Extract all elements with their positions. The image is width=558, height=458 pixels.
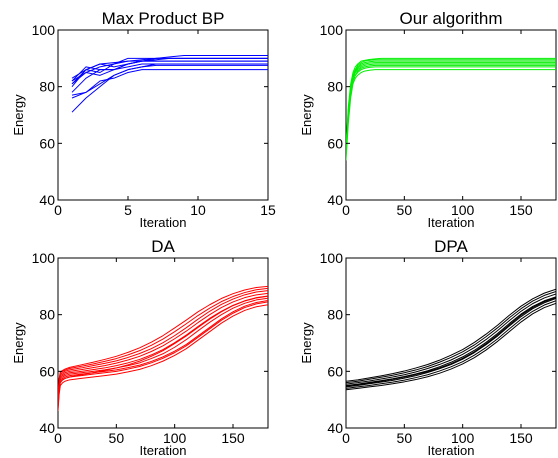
da-panel: 0 50 100 150 40 60 80 100 DA Iteration Energy — [11, 237, 269, 458]
da-series-line-7 — [58, 290, 268, 400]
max-product-bp-title: Max Product BP — [102, 9, 225, 28]
da-series-line-3 — [58, 300, 268, 406]
our-algorithm-x-axis-label: Iteration — [428, 215, 475, 230]
our-algorithm-x-tick-label: 150 — [509, 202, 533, 218]
dpa-y-tick-label: 40 — [327, 420, 343, 436]
max-product-bp-x-axis-label: Iteration — [140, 215, 187, 230]
dpa-series-line-1 — [346, 302, 556, 391]
max-product-bp-series-line-2 — [71, 69, 268, 96]
max-product-bp-x-tick-label: 0 — [54, 202, 62, 218]
our-algorithm-series-group — [346, 57, 556, 161]
max-product-bp-x-tick-label: 15 — [260, 202, 276, 218]
our-algorithm-series-line-6 — [346, 64, 556, 155]
dpa-series-line-8 — [346, 297, 556, 387]
max-product-bp-x-tick-label: 5 — [124, 202, 132, 218]
da-series-line-9 — [58, 285, 268, 397]
da-y-axis-label: Energy — [11, 322, 26, 364]
our-algorithm-x-tick-label: 50 — [397, 202, 413, 218]
max-product-bp-y-axis-label: Energy — [11, 94, 26, 136]
da-x-axis-label: Iteration — [140, 443, 187, 458]
da-series-line-4 — [58, 297, 268, 406]
da-y-tick-label: 40 — [39, 420, 55, 436]
our-algorithm-series-line-1 — [346, 69, 556, 161]
dpa-x-axis-label: Iteration — [428, 443, 475, 458]
max-product-bp-series-line-8 — [71, 63, 268, 99]
our-algorithm-y-axis-label: Energy — [299, 94, 314, 136]
da-series-line-8 — [58, 287, 268, 400]
our-algorithm-y-tick-label: 40 — [327, 192, 343, 208]
dpa-y-tick-label: 80 — [327, 307, 343, 323]
dpa-series-line-3 — [346, 298, 556, 388]
da-series-line-10 — [58, 295, 268, 406]
max-product-bp-y-tick-label: 80 — [39, 79, 55, 95]
max-product-bp-series-line-9 — [71, 57, 268, 85]
da-y-tick-label: 80 — [39, 307, 55, 323]
dpa-series-line-2 — [346, 300, 556, 389]
max-product-bp-series-line-6 — [71, 60, 268, 82]
dpa-x-tick-label: 100 — [451, 430, 475, 446]
da-series-line-1 — [58, 304, 268, 412]
dpa-series-line-5 — [346, 293, 556, 385]
our-algorithm-x-tick-label: 100 — [451, 202, 475, 218]
dpa-series-line-6 — [346, 290, 556, 384]
dpa-y-tick-label: 100 — [320, 250, 344, 266]
max-product-bp-series-line-10 — [71, 55, 268, 79]
da-series-group — [58, 285, 268, 412]
da-series-line-6 — [58, 292, 268, 403]
dpa-panel: 0 50 100 150 40 60 80 100 DPA Iteration Energy — [299, 237, 557, 458]
da-title: DA — [151, 237, 175, 256]
max-product-bp-x-tick-label: 10 — [190, 202, 206, 218]
dpa-x-tick-label: 50 — [397, 430, 413, 446]
dpa-series-line-4 — [346, 296, 556, 386]
our-algorithm-x-tick-label: 0 — [342, 202, 350, 218]
da-x-tick-label: 100 — [163, 430, 187, 446]
max-product-bp-y-tick-label: 40 — [39, 192, 55, 208]
da-x-tick-label: 0 — [54, 430, 62, 446]
da-x-tick-label: 50 — [109, 430, 125, 446]
max-product-bp-panel: 0 5 10 15 40 60 80 100 Max Product BP Iteration En… — [11, 9, 276, 230]
our-algorithm-axes-frame — [345, 29, 557, 201]
dpa-series-group — [346, 288, 556, 391]
dpa-title: DPA — [434, 237, 468, 256]
dpa-x-tick-label: 150 — [509, 430, 533, 446]
dpa-series-line-7 — [346, 288, 556, 382]
our-algorithm-y-tick-label: 100 — [320, 22, 344, 38]
dpa-y-tick-label: 60 — [327, 363, 343, 379]
da-y-tick-label: 60 — [39, 363, 55, 379]
max-product-bp-y-tick-label: 60 — [39, 135, 55, 151]
da-y-tick-label: 100 — [32, 250, 56, 266]
dpa-y-axis-label: Energy — [299, 322, 314, 364]
our-algorithm-series-line-5 — [346, 57, 556, 147]
our-algorithm-y-tick-label: 60 — [327, 135, 343, 151]
max-product-bp-series-line-1 — [71, 64, 268, 113]
da-x-tick-label: 150 — [221, 430, 245, 446]
our-algorithm-panel: 0 50 100 150 40 60 80 100 Our algorithm Iteration… — [299, 9, 557, 230]
our-algorithm-series-line-8 — [346, 62, 556, 152]
our-algorithm-y-tick-label: 80 — [327, 79, 343, 95]
max-product-bp-y-tick-label: 100 — [32, 22, 56, 38]
our-algorithm-title: Our algorithm — [400, 9, 503, 28]
dpa-axes-frame — [345, 257, 557, 429]
max-product-bp-series-group — [71, 55, 268, 113]
dpa-x-tick-label: 0 — [342, 430, 350, 446]
